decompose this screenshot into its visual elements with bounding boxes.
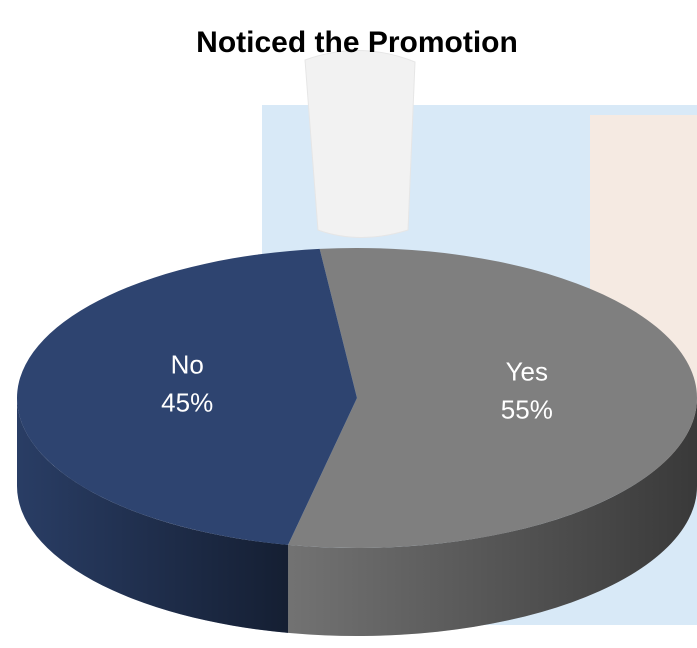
slice-category-label: Yes (506, 356, 548, 386)
slice-side-shade (288, 398, 697, 637)
slice (288, 248, 697, 549)
chart-title: Noticed the Promotion (196, 26, 518, 59)
slice-value-label: 45% (161, 387, 213, 417)
pie: Yes 55% No 45% (16, 248, 697, 637)
slice-category-label: No (171, 349, 204, 379)
slice-side-shade (16, 398, 289, 633)
slice (16, 248, 357, 545)
slice-value-label: 55% (501, 394, 553, 424)
